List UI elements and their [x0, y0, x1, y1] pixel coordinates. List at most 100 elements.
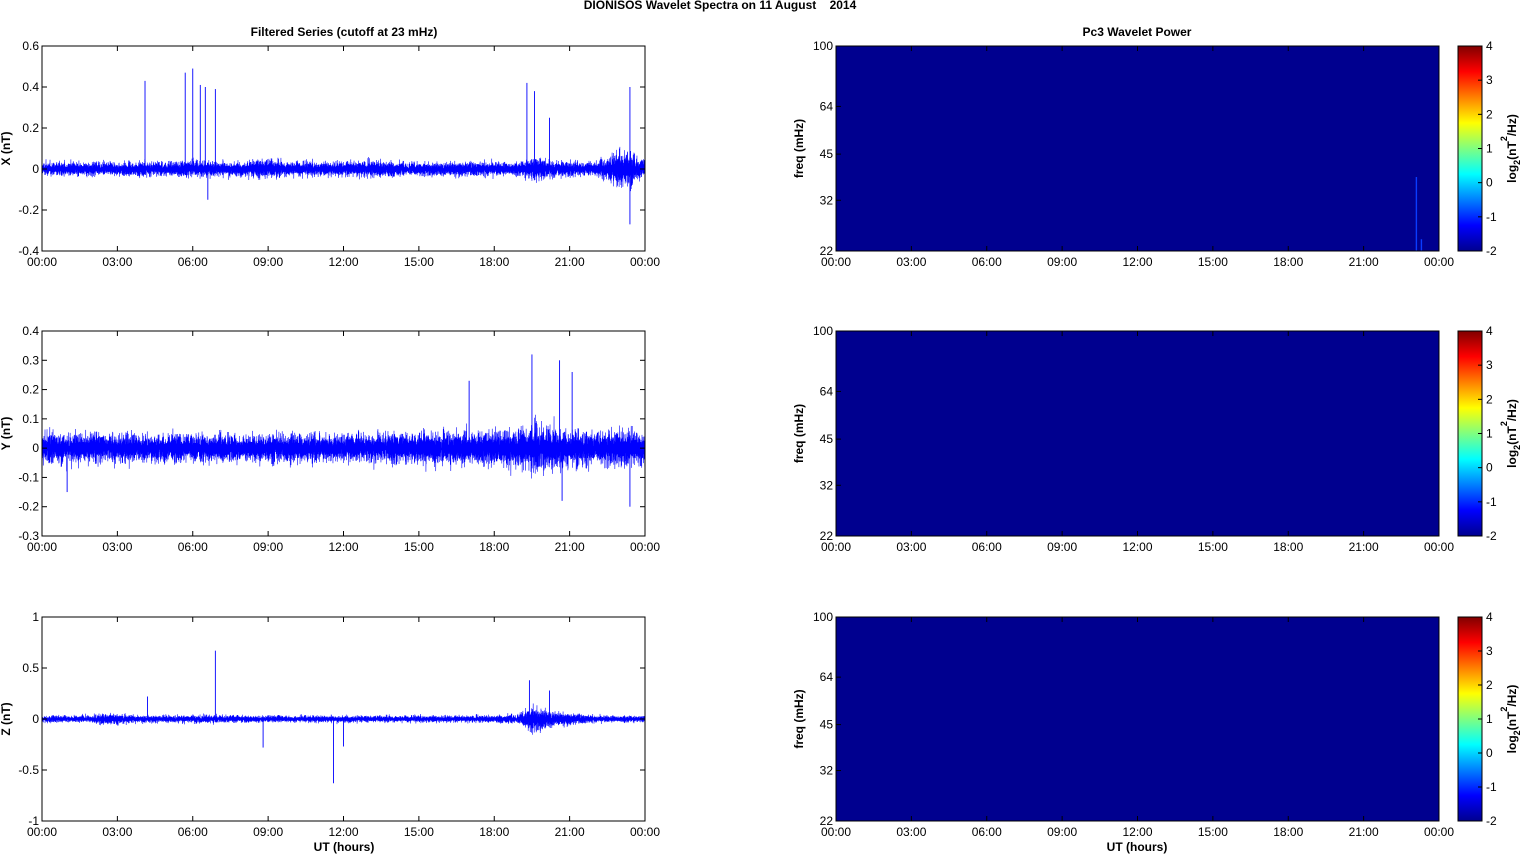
figure-title: DIONISOS Wavelet Spectra on 11 August 20…	[584, 0, 857, 12]
series-xtick-label: 12:00	[328, 255, 358, 269]
series-xtick-label: 09:00	[253, 825, 283, 839]
ytick-label: 64	[820, 670, 834, 684]
series-xtick-label: 06:00	[178, 255, 208, 269]
series-xtick-label: 00:00	[630, 540, 660, 554]
wavelet-xtick-label: 00:00	[821, 825, 851, 839]
spectrogram-image	[836, 331, 1439, 536]
ytick-label: 64	[820, 99, 834, 113]
wavelet-xtick-label: 21:00	[1349, 540, 1379, 554]
ytick-label: 100	[813, 39, 833, 53]
colorbar-tick-label: 2	[1486, 678, 1493, 692]
series-xtick-label: 03:00	[102, 825, 132, 839]
left-column-title: Filtered Series (cutoff at 23 mHz)	[251, 25, 438, 39]
wavelet-xtick-label: 06:00	[972, 255, 1002, 269]
wavelet-xtick-label: 00:00	[1424, 255, 1454, 269]
wavelet-xtick-label: 18:00	[1273, 825, 1303, 839]
wavelet-xtick-label: 00:00	[821, 540, 851, 554]
ytick-label: 0.2	[22, 383, 39, 397]
wavelet-xtick-label: 03:00	[896, 255, 926, 269]
series-xtick-label: 21:00	[555, 255, 585, 269]
ytick-label: -0.2	[18, 203, 39, 217]
series-xtick-label: 18:00	[479, 255, 509, 269]
series-xtick-label: 18:00	[479, 825, 509, 839]
ytick-label: 45	[820, 718, 834, 732]
series-xtick-label: 15:00	[404, 540, 434, 554]
colorbar-tick-label: 1	[1486, 427, 1493, 441]
ytick-label: 32	[820, 193, 834, 207]
colorbar-label: log2(nT2/Hz)	[1499, 114, 1522, 183]
series-xtick-label: 09:00	[253, 540, 283, 554]
colorbar-tick-label: -1	[1486, 495, 1497, 509]
ytick-label: 0.3	[22, 353, 39, 367]
series-xtick-label: 00:00	[630, 825, 660, 839]
ytick-label: 0.5	[22, 661, 39, 675]
series-trace	[41, 703, 646, 735]
colorbar-tick-label: -2	[1486, 244, 1497, 258]
ytick-label: -1	[28, 814, 39, 828]
ytick-label: 100	[813, 324, 833, 338]
y-axis-label: freq (mHz)	[792, 404, 806, 463]
wavelet-xtick-label: 15:00	[1198, 825, 1228, 839]
colorbar-tick-label: -1	[1486, 210, 1497, 224]
ytick-label: -0.1	[18, 470, 39, 484]
colorbar-tick-label: 2	[1486, 392, 1493, 406]
series-xtick-label: 21:00	[555, 825, 585, 839]
wavelet-xtick-label: 03:00	[896, 540, 926, 554]
series-xtick-label: 00:00	[27, 825, 57, 839]
wavelet-xtick-label: 09:00	[1047, 540, 1077, 554]
ytick-label: 64	[820, 384, 834, 398]
ytick-label: 32	[820, 478, 834, 492]
wavelet-xtick-label: 06:00	[972, 825, 1002, 839]
series-xtick-label: 06:00	[178, 825, 208, 839]
ytick-label: 100	[813, 610, 833, 624]
ytick-label: 0.1	[22, 412, 39, 426]
spectrogram-image	[836, 46, 1439, 251]
wavelet-xtick-label: 18:00	[1273, 255, 1303, 269]
colorbar-tick-label: 1	[1486, 142, 1493, 156]
ytick-label: 32	[820, 764, 834, 778]
ytick-label: 22	[820, 529, 834, 543]
ytick-label: -0.5	[18, 763, 39, 777]
wavelet-xtick-label: 21:00	[1349, 825, 1379, 839]
colorbar-tick-label: 3	[1486, 73, 1493, 87]
colorbar-tick-label: 3	[1486, 358, 1493, 372]
series-trace	[41, 146, 646, 192]
wavelet-xtick-label: 15:00	[1198, 255, 1228, 269]
colorbar-tick-label: 3	[1486, 644, 1493, 658]
ytick-label: 0	[32, 712, 39, 726]
spectrogram-image	[836, 617, 1439, 821]
series-xtick-label: 15:00	[404, 825, 434, 839]
ytick-label: 45	[820, 147, 834, 161]
right-x-axis-label: UT (hours)	[1107, 840, 1168, 854]
ytick-label: 0.4	[22, 80, 39, 94]
right-column-title: Pc3 Wavelet Power	[1083, 25, 1192, 39]
y-axis-label: freq (mHz)	[792, 689, 806, 748]
wavelet-xtick-label: 00:00	[1424, 825, 1454, 839]
series-xtick-label: 00:00	[27, 540, 57, 554]
plot-area	[42, 331, 645, 536]
ytick-label: -0.3	[18, 529, 39, 543]
series-xtick-label: 12:00	[328, 540, 358, 554]
colorbar-tick-label: 2	[1486, 107, 1493, 121]
wavelet-xtick-label: 09:00	[1047, 825, 1077, 839]
ytick-label: 0.2	[22, 121, 39, 135]
ytick-label: -0.2	[18, 500, 39, 514]
colorbar-tick-label: 1	[1486, 712, 1493, 726]
colorbar-tick-label: -1	[1486, 780, 1497, 794]
series-xtick-label: 12:00	[328, 825, 358, 839]
wavelet-xtick-label: 00:00	[1424, 540, 1454, 554]
colorbar-tick-label: -2	[1486, 529, 1497, 543]
wavelet-xtick-label: 00:00	[821, 255, 851, 269]
ytick-label: 0.6	[22, 39, 39, 53]
colorbar-label: log2(nT2/Hz)	[1499, 685, 1522, 754]
ytick-label: 0	[32, 162, 39, 176]
wavelet-xtick-label: 21:00	[1349, 255, 1379, 269]
wavelet-xtick-label: 18:00	[1273, 540, 1303, 554]
wavelet-xtick-label: 12:00	[1122, 255, 1152, 269]
series-xtick-label: 00:00	[630, 255, 660, 269]
series-xtick-label: 06:00	[178, 540, 208, 554]
ytick-label: 1	[32, 610, 39, 624]
ytick-label: -0.4	[18, 244, 39, 258]
